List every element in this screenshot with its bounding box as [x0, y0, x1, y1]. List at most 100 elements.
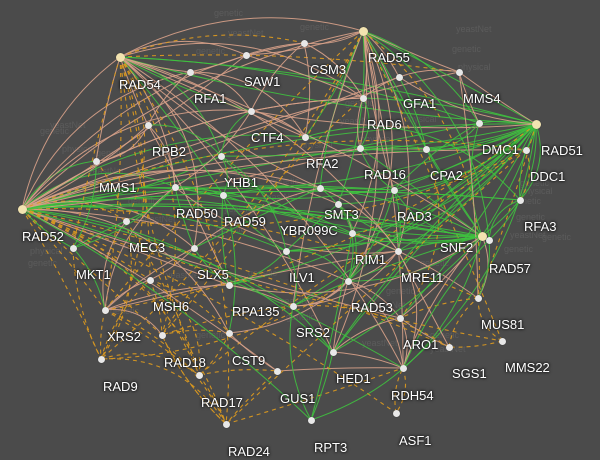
edge-coexpression [222, 194, 236, 334]
graph-node-label-rad53: RAD53 [351, 300, 393, 315]
graph-node-mre11[interactable] [394, 247, 402, 255]
graph-node-saw1[interactable] [242, 51, 250, 59]
graph-node-mms22[interactable] [498, 337, 506, 345]
graph-node-rfa3[interactable] [516, 196, 524, 204]
graph-node-rad18[interactable] [158, 331, 166, 339]
edge-physical [397, 250, 479, 299]
edge-physical [332, 30, 378, 353]
watermark-text: genetic [28, 258, 58, 268]
graph-node-rpb2[interactable] [144, 121, 152, 129]
edge-genetic [119, 56, 176, 336]
graph-node-rad50[interactable] [171, 183, 179, 191]
graph-node-label-ilv1: ILV1 [289, 270, 315, 285]
graph-node-rad51[interactable] [531, 119, 541, 129]
graph-node-rdh54[interactable] [399, 364, 407, 372]
graph-node-mus81[interactable] [474, 294, 482, 302]
edge-physical [319, 187, 399, 252]
edge-genetic [399, 148, 440, 319]
graph-node-mms1[interactable] [92, 157, 100, 165]
graph-node-ilv1[interactable] [282, 247, 290, 255]
edge-coexpression [319, 187, 395, 191]
graph-node-yhb1[interactable] [217, 152, 225, 160]
graph-node-label-rfa2: RFA2 [306, 156, 339, 171]
graph-node-gfa1[interactable] [395, 73, 403, 81]
graph-node-mms4[interactable] [455, 68, 463, 76]
graph-node-rad9[interactable] [97, 355, 105, 363]
graph-node-slx5[interactable] [190, 244, 198, 252]
graph-node-aro1[interactable] [396, 314, 404, 322]
graph-node-cpa2[interactable] [422, 145, 430, 153]
edge-genetic [399, 297, 479, 319]
graph-node-xrs2[interactable] [101, 306, 109, 314]
graph-node-rad57[interactable] [485, 236, 493, 244]
edge-physical [189, 71, 306, 138]
edge-genetic [95, 160, 127, 222]
edge-genetic [395, 367, 407, 414]
graph-node-rad54[interactable] [115, 52, 125, 62]
graph-node-snf2[interactable] [477, 231, 487, 241]
graph-node-rad55[interactable] [358, 26, 368, 36]
edge-genetic [100, 56, 145, 360]
graph-node-rfa1[interactable] [186, 68, 194, 76]
watermark-text: genetic [300, 22, 330, 32]
graph-node-msh6[interactable] [146, 276, 154, 284]
graph-node-sgs1[interactable] [445, 343, 453, 351]
graph-node-asf1[interactable] [392, 409, 400, 417]
graph-node-rad6[interactable] [359, 94, 367, 102]
graph-node-ddc1[interactable] [522, 146, 530, 154]
graph-node-rad16[interactable] [356, 144, 364, 152]
edge-genetic [161, 97, 364, 336]
watermark-text: yeastNet [362, 338, 398, 348]
edge-physical [119, 56, 149, 126]
edge-physical [362, 30, 410, 252]
graph-node-rad24[interactable] [222, 420, 230, 428]
graph-node-rim1[interactable] [348, 229, 356, 237]
graph-node-rpt3[interactable] [307, 416, 315, 424]
graph-node-ybr099c[interactable] [334, 200, 342, 208]
graph-node-rfa2[interactable] [301, 133, 309, 141]
edge-physical [228, 235, 483, 294]
watermark-text: genetic [196, 46, 226, 56]
graph-node-rad17[interactable] [195, 371, 203, 379]
graph-node-rad59[interactable] [219, 191, 227, 199]
graph-node-srs2[interactable] [289, 302, 297, 310]
watermark-text: yeastNet [140, 214, 176, 224]
graph-node-label-rad57: RAD57 [489, 261, 531, 276]
graph-node-label-rad18: RAD18 [164, 355, 206, 370]
graph-node-smt3[interactable] [316, 184, 324, 192]
edge-genetic [21, 139, 527, 210]
edge-coexpression [319, 187, 483, 237]
edge-physical [104, 250, 399, 311]
edge-physical [399, 235, 483, 319]
edge-coexpression [351, 232, 483, 242]
graph-node-hed1[interactable] [329, 348, 337, 356]
edge-physical [21, 76, 400, 210]
graph-node-dmc1[interactable] [475, 119, 483, 127]
edge-physical [351, 30, 380, 234]
graph-node-mkt1[interactable] [69, 244, 77, 252]
edge-genetic [198, 332, 230, 376]
graph-node-mec3[interactable] [122, 217, 130, 225]
edge-coexpression [21, 208, 334, 353]
watermark-text: yeastNet [50, 120, 86, 130]
graph-node-rad3[interactable] [390, 186, 398, 194]
edge-physical [332, 351, 404, 369]
graph-node-ctf4[interactable] [247, 107, 255, 115]
edge-genetic [225, 149, 527, 425]
graph-node-cst9[interactable] [225, 329, 233, 337]
edge-physical [147, 124, 230, 286]
edge-coexpression [292, 305, 334, 353]
graph-node-csm3[interactable] [300, 39, 308, 47]
graph-node-rad53[interactable] [344, 277, 352, 285]
graph-node-gus1[interactable] [273, 367, 281, 375]
edge-coexpression [359, 145, 427, 150]
edge-physical [292, 250, 399, 307]
graph-node-rpa135[interactable] [225, 281, 233, 289]
edge-physical [292, 30, 364, 307]
edge-coexpression [222, 123, 537, 200]
graph-node-rad52[interactable] [17, 204, 27, 214]
edge-coexpression [221, 194, 230, 286]
watermark-text: yeastNet [370, 300, 406, 310]
